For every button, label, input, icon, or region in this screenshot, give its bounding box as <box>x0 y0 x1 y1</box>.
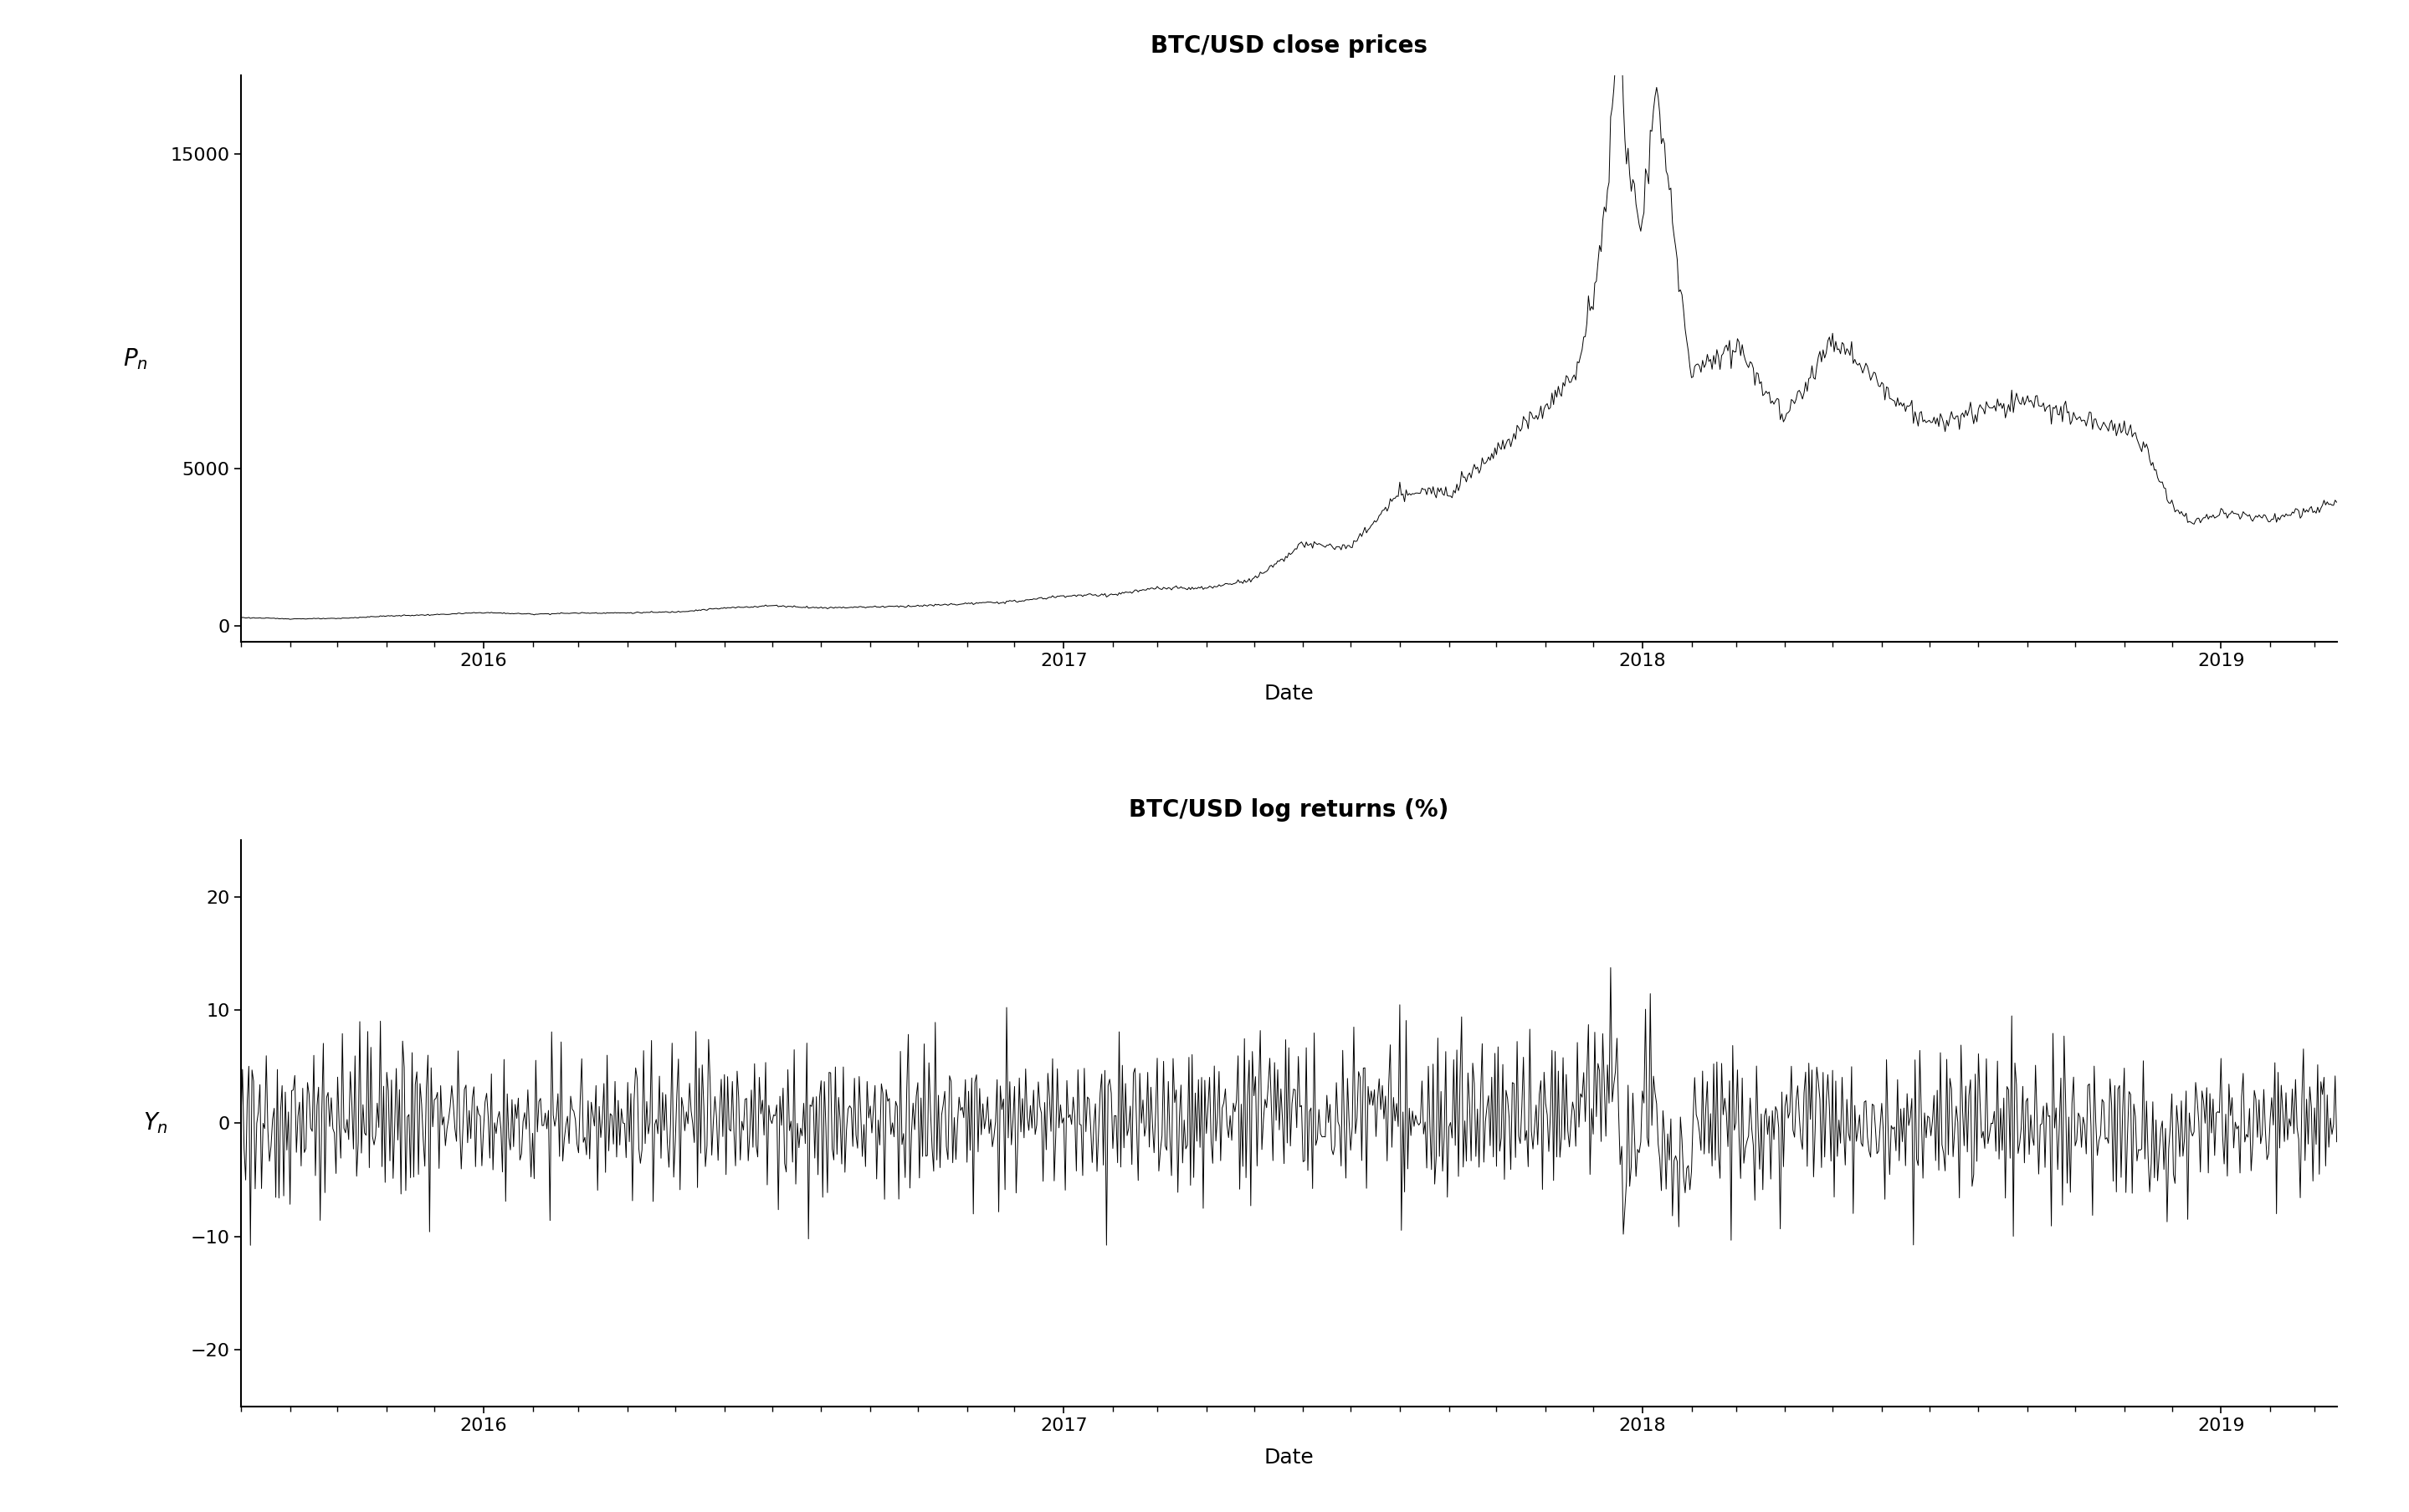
X-axis label: Date: Date <box>1265 1448 1313 1468</box>
Y-axis label: $P_n$: $P_n$ <box>123 346 147 370</box>
Title: BTC/USD close prices: BTC/USD close prices <box>1152 33 1426 57</box>
X-axis label: Date: Date <box>1265 683 1313 703</box>
Title: BTC/USD log returns (%): BTC/USD log returns (%) <box>1130 798 1448 821</box>
Y-axis label: $Y_n$: $Y_n$ <box>142 1111 169 1136</box>
